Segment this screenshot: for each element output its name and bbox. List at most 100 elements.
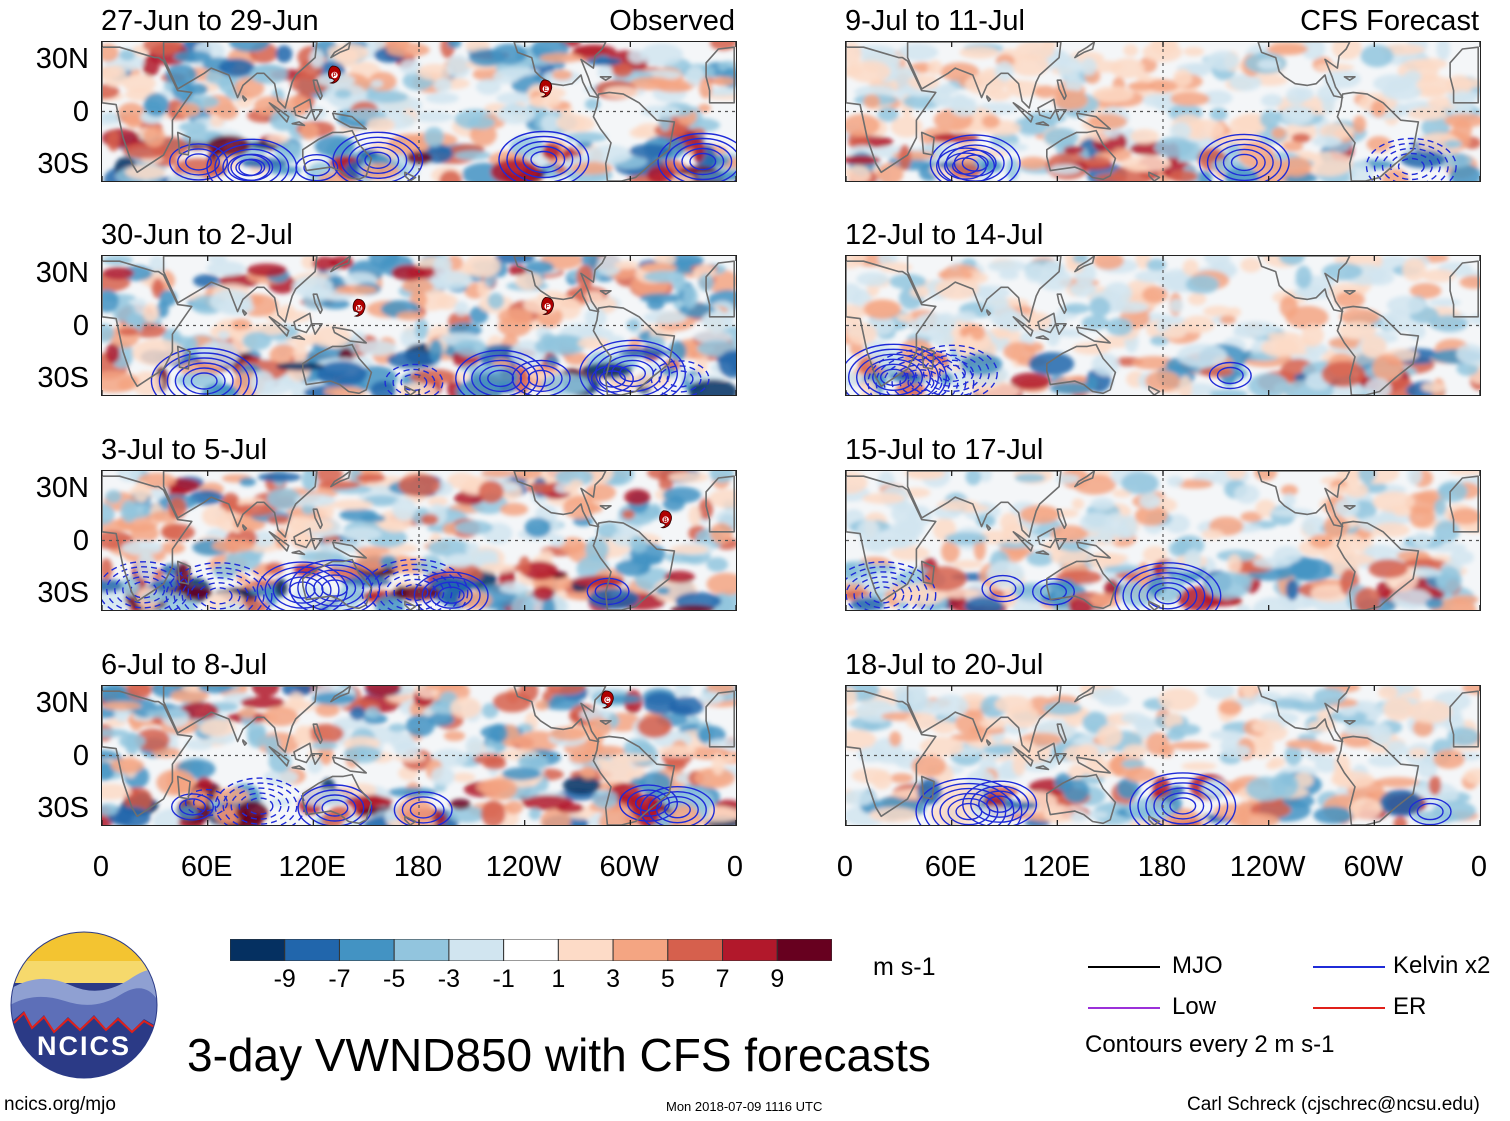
contour-line	[514, 140, 574, 179]
contour-line	[936, 147, 995, 181]
coastline	[1449, 690, 1480, 748]
contour-line	[527, 369, 555, 388]
anomaly-blob	[465, 542, 480, 556]
coastline	[1054, 753, 1067, 765]
contour-line	[182, 367, 226, 395]
anomaly-blob	[1006, 157, 1019, 181]
anomaly-blob	[189, 489, 224, 506]
anomaly-blob	[1364, 378, 1392, 395]
anomaly-blob	[586, 145, 633, 164]
contour-line	[364, 151, 392, 170]
contour-line	[639, 786, 715, 825]
coastline	[1012, 745, 1034, 767]
anomaly-blob	[718, 350, 736, 378]
anomaly-blob	[950, 163, 982, 180]
anomaly-blob	[890, 773, 914, 784]
anomaly-blob	[1409, 283, 1442, 299]
anomaly-blob	[406, 151, 433, 165]
anomaly-blob	[1358, 471, 1377, 484]
anomaly-blob	[122, 73, 156, 93]
colorbar-swatch	[667, 938, 724, 962]
kelvin-contours	[915, 772, 1452, 825]
anomaly-blob	[528, 95, 561, 109]
coastline	[986, 309, 992, 316]
contour-line	[1122, 567, 1214, 610]
anomaly-blob	[1425, 597, 1444, 610]
anomaly-blob	[1034, 85, 1057, 99]
contour-line	[1198, 133, 1290, 181]
anomaly-blob	[1407, 471, 1423, 486]
contour-line	[1416, 802, 1444, 821]
anomaly-blob	[712, 76, 735, 86]
anomaly-blob	[701, 310, 735, 332]
coastline	[1343, 289, 1356, 296]
contour-line	[864, 358, 923, 395]
coastline	[1336, 520, 1420, 610]
anomaly-blob	[986, 560, 1025, 588]
anomaly-blob	[247, 728, 268, 748]
anomaly-blob	[628, 49, 646, 64]
y-tick-label: 0	[72, 95, 89, 128]
anomaly-blob	[698, 103, 711, 113]
anomaly-blob	[266, 488, 302, 510]
x-tick-label: 0	[1470, 851, 1488, 883]
anomaly-blob	[710, 522, 733, 544]
anomaly-blob	[1166, 475, 1184, 487]
anomaly-blob	[552, 69, 573, 81]
contour-line	[939, 792, 999, 825]
anomaly-blob	[1349, 797, 1382, 820]
coastline	[291, 765, 306, 771]
anomaly-blob	[387, 787, 437, 798]
anomaly-blob	[481, 800, 506, 825]
anomaly-blob	[1134, 270, 1172, 283]
anomaly-blob	[102, 578, 126, 593]
anomaly-blob	[970, 324, 986, 341]
coastline	[986, 739, 992, 746]
anomaly-blob	[428, 712, 455, 727]
anomaly-blob	[1407, 107, 1448, 121]
anomaly-blob	[1080, 57, 1097, 76]
contour-line	[192, 793, 220, 812]
contour-line	[1031, 578, 1075, 606]
y-tick-label: 30S	[37, 576, 89, 609]
coastline	[1148, 600, 1161, 610]
anomaly-blob	[550, 726, 587, 741]
anomaly-blob	[347, 585, 365, 602]
anomaly-blob	[143, 126, 166, 148]
anomaly-blob	[116, 471, 141, 482]
anomaly-blob	[465, 736, 484, 757]
anomaly-blob	[935, 312, 957, 331]
coastline	[513, 686, 607, 743]
contour-line	[848, 348, 939, 395]
coastline	[599, 719, 612, 726]
anomaly-blob	[118, 733, 146, 749]
anomaly-blob	[231, 318, 252, 331]
anomaly-blob	[365, 90, 409, 103]
anomaly-blob	[402, 278, 434, 294]
contour-line	[150, 347, 258, 395]
anomaly-blob	[624, 489, 651, 506]
contour-line	[205, 587, 233, 605]
anomaly-blob	[1291, 558, 1334, 582]
anomaly-blob	[1110, 301, 1149, 314]
coastline	[331, 541, 368, 559]
coastline	[599, 75, 612, 82]
contour-line	[506, 135, 582, 181]
anomaly-blob	[1169, 298, 1183, 313]
y-tick-label: 0	[72, 524, 89, 557]
coastline	[176, 131, 191, 156]
contour-line	[938, 364, 966, 383]
anomaly-blob	[912, 686, 928, 702]
anomaly-blob	[1236, 696, 1257, 707]
anomaly-blob	[1121, 471, 1159, 495]
anomaly-blob	[307, 757, 323, 774]
anomaly-blob	[996, 310, 1028, 332]
contour-line	[689, 152, 717, 171]
anomaly-blob	[1204, 571, 1251, 600]
coastline	[1074, 686, 1096, 703]
coastline	[330, 42, 352, 59]
contour-line	[872, 363, 915, 392]
anomaly-blob	[102, 323, 115, 343]
contour-line	[943, 152, 987, 180]
anomaly-blob	[1003, 341, 1037, 362]
